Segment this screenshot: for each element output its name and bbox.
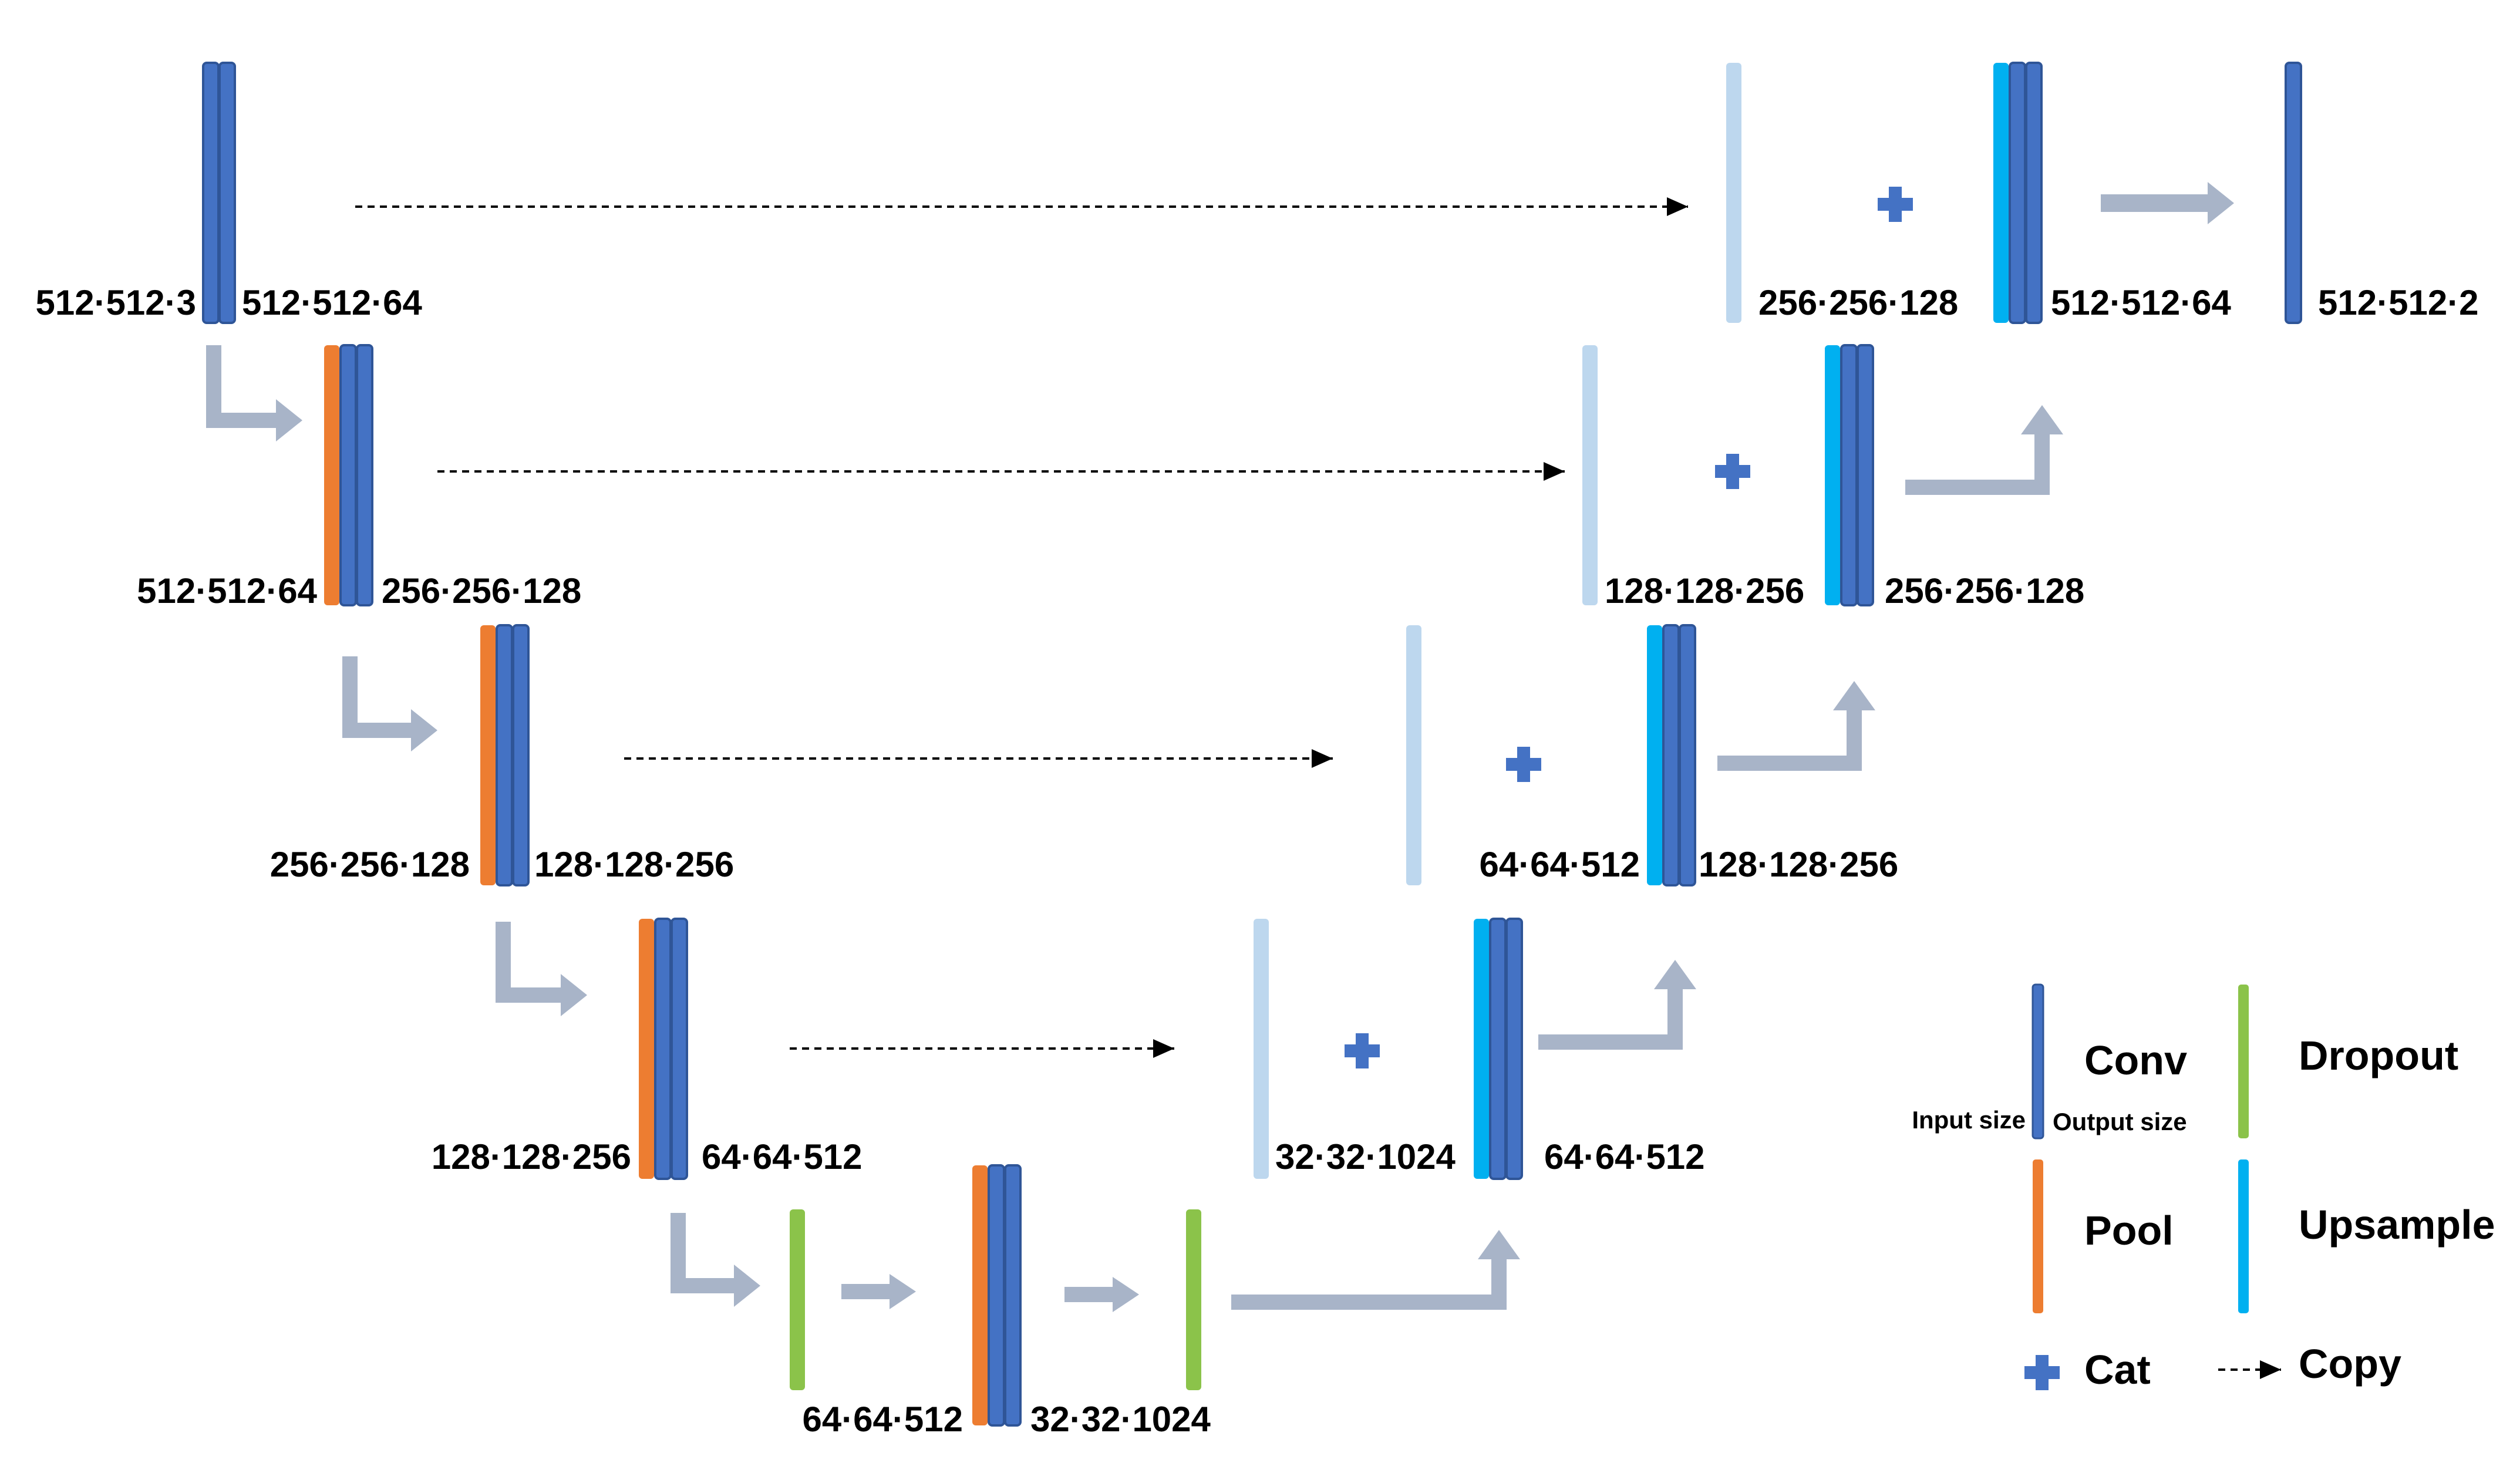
dec4-cat-icon bbox=[1345, 1033, 1380, 1068]
enc4-pool bbox=[639, 919, 654, 1179]
up-arrow-3-head bbox=[1654, 960, 1696, 989]
down-arrow-4 bbox=[671, 1213, 737, 1293]
bottom-pool bbox=[972, 1165, 988, 1425]
down-arrow-3-head bbox=[561, 974, 587, 1016]
dec1-output-label: 512·512·64 bbox=[2051, 283, 2232, 322]
down-arrow-2-head bbox=[411, 709, 437, 751]
legend: Conv Input size Output size Dropout Pool… bbox=[1912, 983, 2495, 1393]
dec2-upsample bbox=[1825, 345, 1840, 605]
dec2-conv-a bbox=[1840, 344, 1858, 606]
enc4-output-label: 64·64·512 bbox=[702, 1137, 863, 1177]
dec1-cat-icon bbox=[1878, 187, 1913, 222]
enc3-pool bbox=[480, 625, 496, 885]
enc4-input-label: 128·128·256 bbox=[432, 1137, 631, 1177]
legend-dropout-label: Dropout bbox=[2299, 1033, 2458, 1078]
dec2-block bbox=[1825, 344, 1874, 606]
up-arrow-2-head bbox=[1833, 681, 1875, 710]
enc1-input-label: 512·512·3 bbox=[35, 283, 196, 322]
legend-cat-label: Cat bbox=[2084, 1347, 2151, 1393]
final-arrow-head bbox=[2208, 182, 2234, 224]
bottom-output-label: 32·32·1024 bbox=[1030, 1400, 1211, 1439]
up-arrow-1-head bbox=[2021, 405, 2063, 434]
legend-conv-swatch bbox=[2032, 983, 2044, 1140]
dec3-conv-b bbox=[1679, 624, 1696, 886]
legend-output-size: Output size bbox=[2053, 1108, 2187, 1135]
enc3-conv-a bbox=[496, 624, 513, 886]
legend-conv-label: Conv bbox=[2084, 1037, 2187, 1083]
dec4-conv-b bbox=[1505, 918, 1523, 1180]
dec4-skip-label: 32·32·1024 bbox=[1275, 1137, 1456, 1177]
legend-input-size: Input size bbox=[1912, 1106, 2026, 1134]
enc2-input-label: 512·512·64 bbox=[137, 571, 318, 611]
enc2-output-label: 256·256·128 bbox=[382, 571, 581, 611]
final-output-label: 512·512·2 bbox=[2318, 283, 2479, 322]
down-arrow-1 bbox=[206, 345, 279, 428]
legend-upsample-label: Upsample bbox=[2299, 1202, 2495, 1248]
bottom-input-label: 64·64·512 bbox=[802, 1400, 963, 1439]
dec4-conv-a bbox=[1489, 918, 1507, 1180]
down-arrow-4-head bbox=[734, 1265, 760, 1307]
dec1-block bbox=[1993, 62, 2043, 324]
enc2-pool bbox=[324, 345, 339, 605]
dec1-conv-a bbox=[2009, 62, 2026, 324]
dec3-block bbox=[1647, 624, 1696, 886]
bottom-dropout-2 bbox=[1186, 1209, 1201, 1390]
enc1-conv-b bbox=[218, 62, 236, 324]
dec2-skip-label: 128·128·256 bbox=[1605, 571, 1804, 611]
enc1-conv-a bbox=[202, 62, 220, 324]
bottom-arrow-1-head bbox=[890, 1274, 916, 1309]
enc3-conv-b bbox=[512, 624, 530, 886]
dec2-skip bbox=[1582, 345, 1598, 605]
bottom-conv-a bbox=[988, 1164, 1005, 1427]
dec3-cat-icon bbox=[1506, 747, 1541, 782]
enc2-block bbox=[324, 344, 373, 606]
up-arrow-3 bbox=[1538, 986, 1683, 1050]
down-arrow-3 bbox=[496, 922, 564, 1003]
dec2-output-label: 256·256·128 bbox=[1885, 571, 2084, 611]
bottom-block bbox=[972, 1164, 1022, 1427]
dec1-skip bbox=[1726, 63, 1741, 323]
up-arrow-4-head bbox=[1478, 1230, 1520, 1259]
dec3-skip bbox=[1406, 625, 1421, 885]
dec3-conv-a bbox=[1662, 624, 1680, 886]
dec2-conv-b bbox=[1857, 344, 1874, 606]
bottom-arrow-2-head bbox=[1113, 1277, 1139, 1312]
enc1-block bbox=[202, 62, 236, 324]
dec1-skip-label: 256·256·128 bbox=[1758, 283, 1958, 322]
up-arrow-4 bbox=[1231, 1256, 1507, 1310]
enc2-conv-a bbox=[339, 344, 357, 606]
bottom-dropout-1 bbox=[790, 1209, 805, 1390]
down-arrow-1-head bbox=[276, 399, 302, 441]
dec1-conv-b bbox=[2025, 62, 2043, 324]
down-arrow-2 bbox=[342, 656, 414, 738]
enc2-conv-b bbox=[356, 344, 373, 606]
enc4-conv-b bbox=[671, 918, 688, 1180]
enc3-input-label: 256·256·128 bbox=[270, 845, 470, 884]
legend-dropout-swatch bbox=[2238, 985, 2249, 1138]
up-arrow-1 bbox=[1905, 432, 2050, 495]
enc1-output-label: 512·512·64 bbox=[242, 283, 423, 322]
enc3-output-label: 128·128·256 bbox=[534, 845, 734, 884]
legend-cat-icon bbox=[2024, 1355, 2060, 1390]
dec4-block bbox=[1474, 918, 1523, 1180]
bottom-conv-b bbox=[1004, 1164, 1022, 1427]
legend-pool-swatch bbox=[2033, 1159, 2043, 1313]
dec3-skip-label: 64·64·512 bbox=[1479, 845, 1640, 884]
dec3-output-label: 128·128·256 bbox=[1699, 845, 1898, 884]
dec2-cat-icon bbox=[1715, 454, 1750, 489]
dec4-skip bbox=[1254, 919, 1269, 1179]
legend-pool-label: Pool bbox=[2084, 1208, 2174, 1253]
dec4-upsample bbox=[1474, 919, 1489, 1179]
enc3-block bbox=[480, 624, 530, 886]
final-conv bbox=[2285, 62, 2302, 324]
up-arrow-2 bbox=[1717, 707, 1862, 771]
legend-upsample-swatch bbox=[2238, 1159, 2249, 1313]
legend-copy-label: Copy bbox=[2299, 1341, 2401, 1387]
enc4-block bbox=[639, 918, 688, 1180]
dec4-output-label: 64·64·512 bbox=[1544, 1137, 1705, 1177]
enc4-conv-a bbox=[654, 918, 672, 1180]
dec3-upsample bbox=[1647, 625, 1662, 885]
dec1-upsample bbox=[1993, 63, 2009, 323]
